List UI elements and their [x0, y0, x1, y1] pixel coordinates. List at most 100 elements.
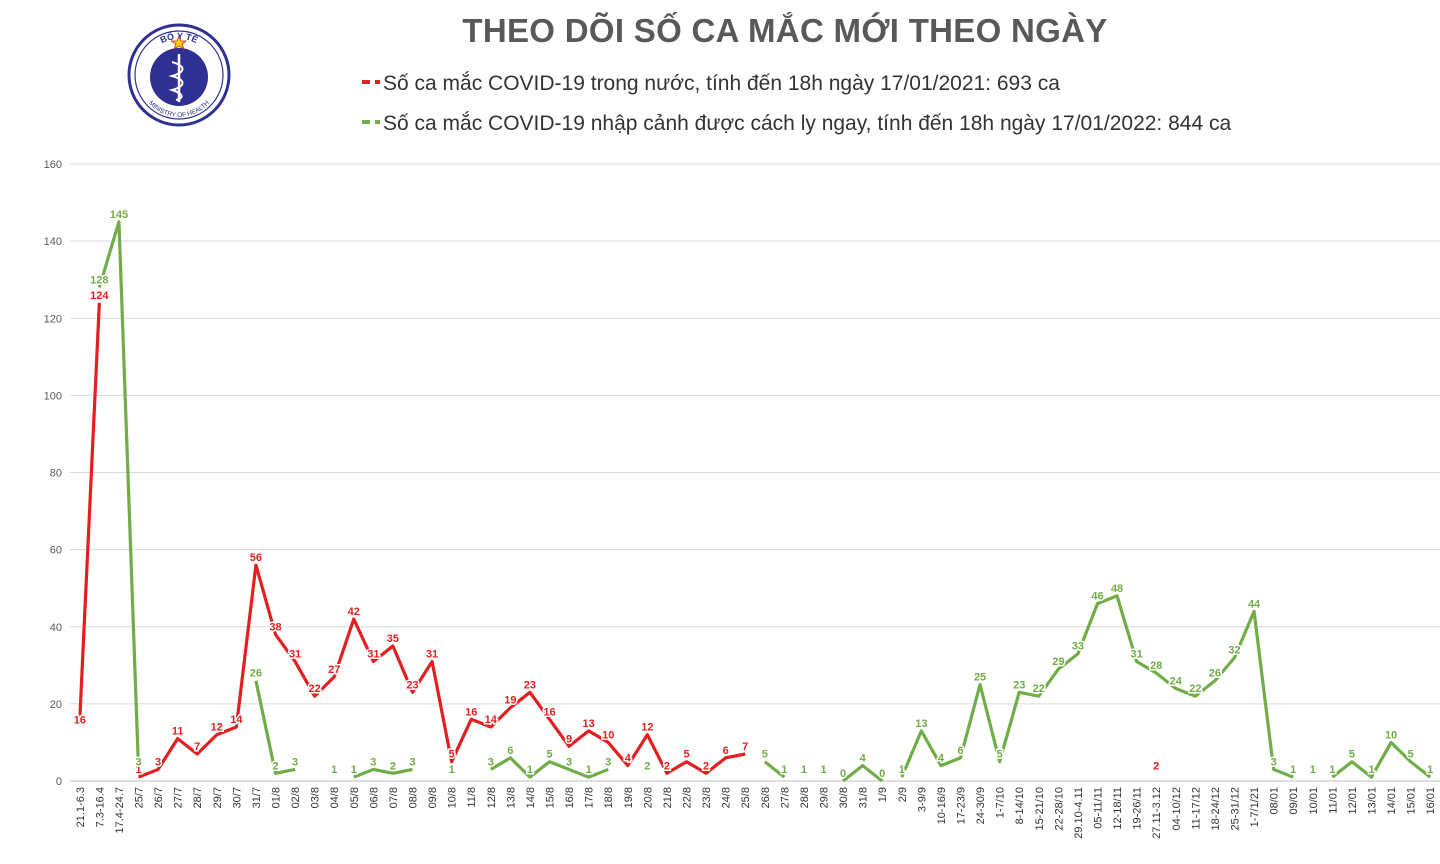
x-tick-label: 02/8 — [290, 787, 302, 808]
data-label-imported: 128 — [90, 274, 108, 286]
data-label-domestic: 42 — [348, 606, 360, 618]
x-tick-label: 30/8 — [838, 787, 850, 808]
data-label-imported: 1 — [820, 764, 826, 776]
x-tick-label: 15/8 — [545, 787, 557, 808]
y-tick-label: 20 — [50, 699, 62, 711]
x-tick-label: 22/8 — [682, 787, 694, 808]
data-label-domestic: 3 — [155, 756, 161, 768]
x-tick-label: 08/8 — [408, 787, 420, 808]
data-label-domestic: 7 — [194, 741, 200, 753]
legend-imported-label: Số ca mắc COVID-19 nhập cảnh được cách l… — [383, 112, 1232, 135]
data-label-domestic: 12 — [211, 722, 223, 734]
data-label-domestic: 23 — [406, 679, 418, 691]
x-tick-label: 31/7 — [251, 787, 263, 808]
data-label-imported: 13 — [915, 718, 927, 730]
data-label-imported: 5 — [546, 749, 552, 761]
x-tick-label: 27.11-3.12 — [1151, 787, 1163, 839]
series-line-imported — [842, 763, 884, 783]
legend-domestic-label: Số ca mắc COVID-19 trong nước, tính đến … — [383, 72, 1060, 95]
data-label-imported: 22 — [1189, 683, 1201, 695]
data-label-domestic: 23 — [524, 679, 536, 691]
x-tick-label: 05/8 — [349, 787, 361, 808]
series-line-imported — [489, 756, 609, 779]
series-line-imported — [1331, 740, 1432, 779]
data-label-imported: 1 — [331, 764, 337, 776]
x-tick-label: 14/8 — [525, 787, 537, 808]
data-label-imported: 2 — [644, 760, 650, 772]
y-tick-label: 60 — [50, 545, 62, 557]
x-tick-label: 7.3-16.4 — [94, 787, 106, 827]
x-tick-label: 25/8 — [740, 787, 752, 808]
x-tick-label: 28/8 — [799, 787, 811, 808]
x-tick-label: 24/8 — [721, 787, 733, 808]
ministry-of-health-logo: BỘ Y TẾ MINISTRY OF HEALTH — [127, 23, 231, 127]
data-label-imported: 23 — [1013, 679, 1025, 691]
y-tick-label: 120 — [44, 313, 62, 325]
data-label-imported: 0 — [879, 768, 885, 780]
data-label-imported: 25 — [974, 672, 986, 684]
data-label-imported: 1 — [351, 764, 357, 776]
data-label-imported: 6 — [507, 745, 513, 757]
data-label-domestic: 4 — [625, 753, 632, 765]
x-tick-label: 04-10/12 — [1171, 787, 1183, 830]
data-label-imported: 31 — [1131, 648, 1143, 660]
data-label-imported: 1 — [1427, 764, 1433, 776]
x-tick-label: 23/8 — [701, 787, 713, 808]
series-line-imported — [353, 767, 413, 779]
x-tick-label: 13/8 — [505, 787, 517, 808]
data-label-domestic: 13 — [583, 718, 595, 730]
x-tick-label: 18-24/12 — [1210, 787, 1222, 830]
x-tick-label: 14/01 — [1386, 787, 1398, 815]
data-label-imported: 0 — [840, 768, 846, 780]
series-line-imported — [763, 760, 786, 779]
x-tick-label: 27/7 — [173, 787, 185, 808]
data-label-imported: 1 — [1368, 764, 1374, 776]
data-label-imported: 145 — [110, 209, 128, 221]
data-label-domestic: 38 — [269, 621, 281, 633]
x-tick-label: 05-11/11 — [1093, 787, 1105, 829]
x-tick-label: 24-30/9 — [975, 787, 987, 824]
x-tick-label: 22-28/10 — [1053, 787, 1065, 830]
data-label-imported: 6 — [957, 745, 963, 757]
series-line-domestic — [137, 563, 746, 779]
x-tick-label: 19-26/11 — [1132, 787, 1144, 830]
x-tick-label: 21.1-6.3 — [75, 787, 87, 827]
data-label-domestic: 11 — [172, 726, 184, 738]
svg-text:BỘ Y TẾ: BỘ Y TẾ — [159, 30, 200, 45]
data-label-domestic: 16 — [465, 706, 477, 718]
data-label-imported: 28 — [1150, 660, 1162, 672]
x-tick-label: 27/8 — [779, 787, 791, 808]
x-tick-label: 1-7/1/21 — [1249, 787, 1261, 827]
y-tick-label: 40 — [50, 622, 62, 634]
data-label-domestic: 19 — [504, 695, 516, 707]
x-tick-label: 18/8 — [603, 787, 615, 808]
data-label-imported: 1 — [801, 764, 807, 776]
x-tick-label: 15/01 — [1406, 787, 1418, 815]
data-label-imported: 1 — [527, 764, 533, 776]
data-label-domestic: 124 — [90, 290, 109, 302]
x-tick-label: 30/7 — [231, 787, 243, 808]
x-tick-label: 8-14/10 — [1014, 787, 1026, 824]
data-label-domestic: 5 — [683, 749, 689, 761]
x-tick-label: 3-9/9 — [916, 787, 928, 812]
x-tick-label: 01/8 — [271, 787, 283, 808]
x-tick-label: 26/8 — [760, 787, 772, 808]
data-label-imported: 3 — [409, 756, 415, 768]
x-tick-label: 11-17/12 — [1190, 787, 1202, 830]
x-tick-label: 25-31/12 — [1230, 787, 1242, 830]
data-label-domestic: 2 — [1153, 760, 1159, 772]
data-label-imported: 26 — [1209, 668, 1221, 680]
data-label-domestic: 6 — [723, 745, 729, 757]
series-line-imported — [97, 220, 141, 770]
data-label-imported: 4 — [860, 753, 867, 765]
x-tick-label: 2/9 — [897, 787, 909, 802]
x-tick-label: 1-7/10 — [995, 787, 1007, 818]
data-label-imported: 1 — [781, 764, 787, 776]
data-label-imported: 10 — [1385, 729, 1397, 741]
data-label-imported: 3 — [370, 756, 376, 768]
data-label-imported: 2 — [272, 760, 278, 772]
data-label-imported: 4 — [938, 753, 945, 765]
x-tick-label: 04/8 — [329, 787, 341, 808]
data-label-imported: 1 — [899, 764, 905, 776]
